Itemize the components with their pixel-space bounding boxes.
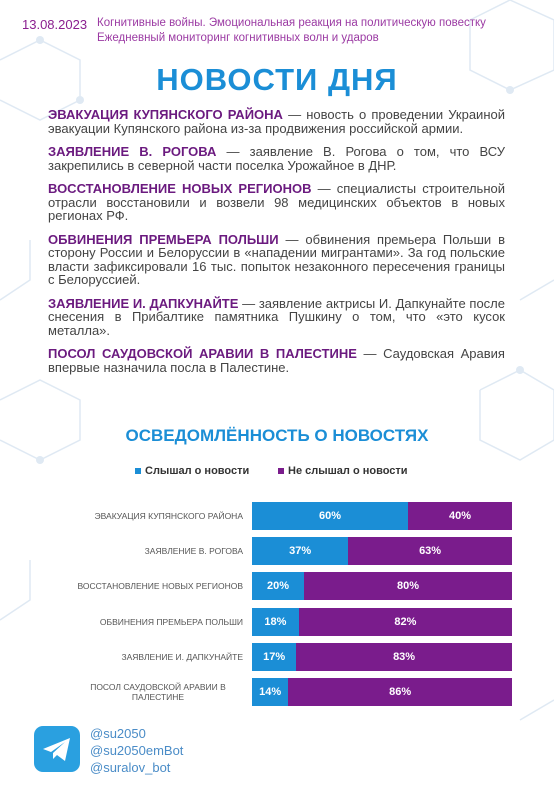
- news-heading: ПОСОЛ САУДОВСКОЙ АРАВИИ В ПАЛЕСТИНЕ: [48, 346, 357, 361]
- news-text: — заявление актрисы И. Дапкунайте после …: [48, 295, 505, 338]
- news-text: — специалисты строительной отрасли восст…: [48, 181, 506, 223]
- legend-entry: Не слышал о новости: [278, 465, 408, 477]
- value-label: 80%: [396, 580, 420, 593]
- category-label: ЭВАКУАЦИЯ КУПЯНСКОГО РАЙОНА: [94, 511, 243, 521]
- legend-swatch: [135, 468, 141, 475]
- footer-handle: @su2050: [90, 726, 146, 741]
- bar: 17%: [252, 642, 297, 671]
- news-item: ВОССТАНОВЛЕНИЕ НОВЫХ РЕГИОНОВ — специали…: [48, 182, 505, 223]
- news-text: — обвинения премьера Польши в сторону Ро…: [48, 231, 505, 287]
- news-heading: ЗАЯВЛЕНИЕ В. РОГОВА: [48, 144, 217, 159]
- news-item: ЗАЯВЛЕНИЕ И. ДАПКУНАЙТЕ — заявление актр…: [48, 295, 505, 338]
- bar: 60%: [252, 502, 408, 530]
- date: 13.08.2023: [22, 17, 88, 32]
- news-item: ЭВАКУАЦИЯ КУПЯНСКОГО РАЙОНА — новость о …: [48, 108, 505, 135]
- news-heading: ЗАЯВЛЕНИЕ И. ДАПКУНАЙТЕ: [48, 295, 239, 311]
- news-heading: ОБВИНЕНИЯ ПРЕМЬЕРА ПОЛЬШИ: [48, 231, 279, 247]
- value-label: 83%: [393, 650, 416, 663]
- value-label: 14%: [259, 686, 282, 698]
- news-item: ПОСОЛ САУДОВСКОЙ АРАВИИ В ПАЛЕСТИНЕ — Са…: [48, 347, 505, 374]
- category-label: ЗАЯВЛЕНИЕ И. ДАПКУНАЙТЕ: [121, 651, 243, 662]
- news-text: — Саудовская Аравия впервые назначила по…: [48, 346, 505, 375]
- news-list: ЭВАКУАЦИЯ КУПЯНСКОГО РАЙОНА — новость о …: [48, 108, 505, 384]
- value-label: 20%: [266, 580, 290, 593]
- legend-entry: Слышал о новости: [135, 465, 249, 477]
- legend-label: Слышал о новости: [145, 465, 250, 477]
- bar: 37%: [252, 537, 349, 566]
- bar: 14%: [252, 678, 289, 706]
- bar: 86%: [288, 678, 512, 706]
- header-line: Когнитивные войны. Эмоциональная реакция…: [97, 17, 486, 29]
- news-text: — заявление В. Рогова о том, что ВСУ зак…: [48, 144, 505, 173]
- value-label: 86%: [389, 686, 412, 698]
- value-label: 63%: [419, 545, 442, 558]
- value-label: 82%: [394, 615, 417, 628]
- news-heading: ЭВАКУАЦИЯ КУПЯНСКОГО РАЙОНА: [48, 107, 283, 122]
- legend-label: Не слышал о новости: [288, 465, 408, 477]
- bar: 83%: [296, 642, 512, 671]
- value-label: 40%: [448, 510, 472, 522]
- bar: 63%: [348, 537, 512, 566]
- page-title: НОВОСТИ ДНЯ: [156, 62, 398, 97]
- bar: 20%: [252, 572, 304, 601]
- chart-title: ОСВЕДОМЛЁННОСТЬ О НОВОСТЯХ: [125, 426, 429, 445]
- footer-handle: @su2050emBot: [90, 743, 184, 758]
- category-label: ЗАЯВЛЕНИЕ В. РОГОВА: [144, 546, 243, 557]
- bar: 18%: [252, 607, 299, 636]
- category-label: ПОСОЛ САУДОВСКОЙ АРАВИИ В ПАЛЕСТИНЕ: [90, 682, 226, 702]
- telegram-icon: [34, 726, 80, 772]
- news-item: ЗАЯВЛЕНИЕ В. РОГОВА — заявление В. Рогов…: [48, 145, 505, 172]
- bar: 82%: [298, 607, 512, 636]
- footer-handle: @suralov_bot: [90, 760, 171, 775]
- value-label: 18%: [264, 615, 287, 628]
- value-label: 37%: [289, 545, 312, 558]
- legend-swatch: [278, 468, 284, 475]
- value-label: 60%: [318, 510, 342, 522]
- bar: 80%: [304, 572, 512, 601]
- category-label: ВОССТАНОВЛЕНИЕ НОВЫХ РЕГИОНОВ: [77, 581, 243, 592]
- news-heading: ВОССТАНОВЛЕНИЕ НОВЫХ РЕГИОНОВ: [48, 181, 312, 196]
- header-line: Ежедневный мониторинг когнитивных волн и…: [97, 32, 379, 44]
- bar: 40%: [408, 502, 512, 530]
- news-item: ОБВИНЕНИЯ ПРЕМЬЕРА ПОЛЬШИ — обвинения пр…: [48, 231, 505, 287]
- news-text: — новость о проведении Украиной эвакуаци…: [48, 107, 505, 136]
- value-label: 17%: [263, 650, 286, 663]
- category-label: ОБВИНЕНИЯ ПРЕМЬЕРА ПОЛЬШИ: [99, 616, 243, 627]
